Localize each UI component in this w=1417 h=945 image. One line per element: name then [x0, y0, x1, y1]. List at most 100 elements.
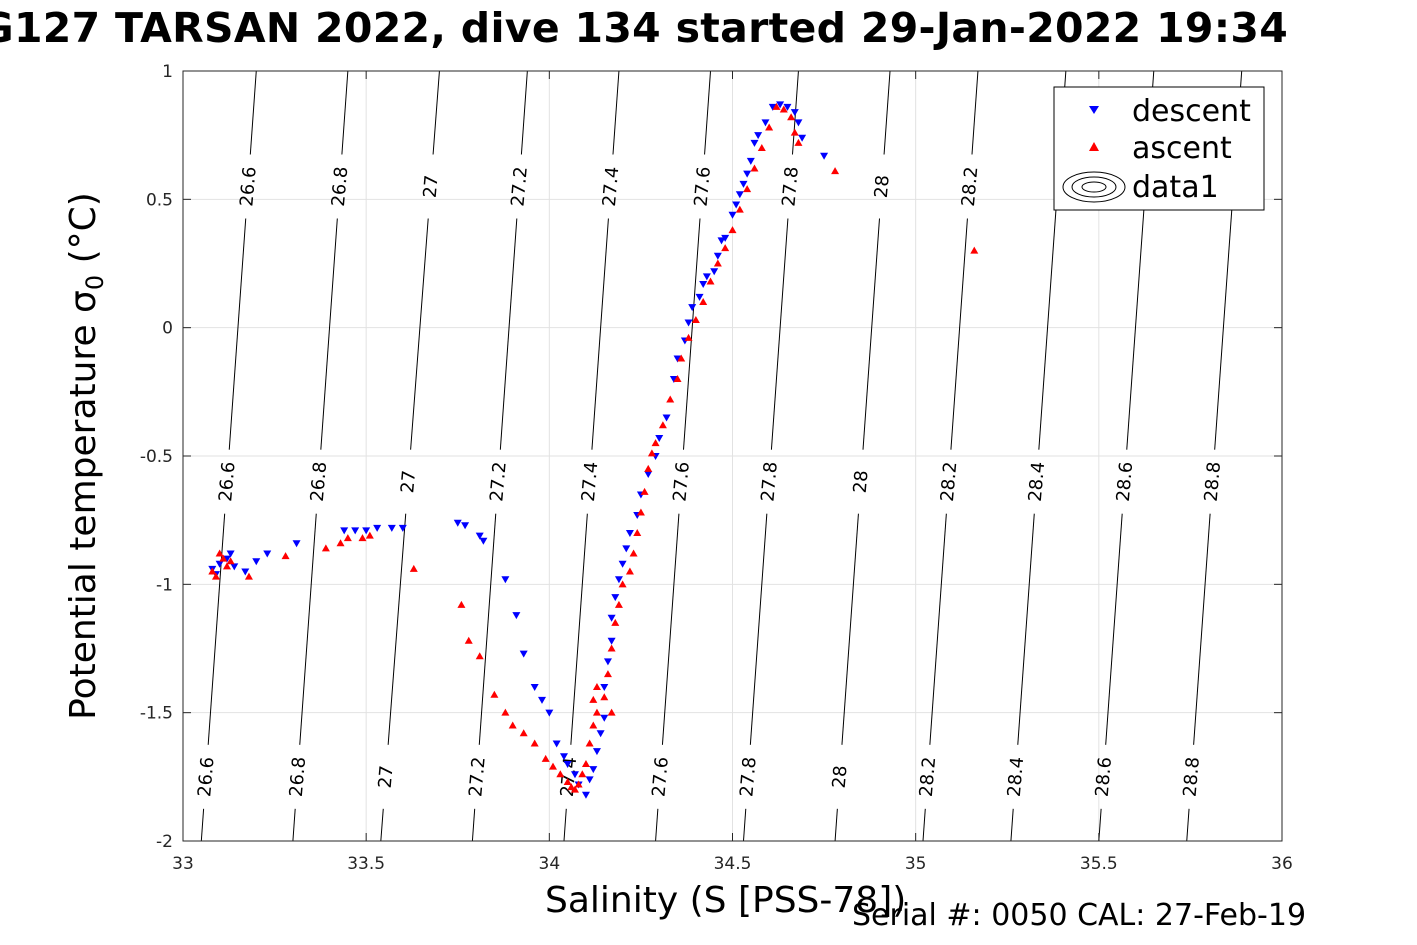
descent-point: [552, 740, 561, 748]
isopycnal-line: [1017, 513, 1035, 745]
axis-ticks: 33 33.5 34 34.5 35 35.5 36 -2 -1.5 -1 -0.5 0 0.5 1: [140, 62, 1293, 874]
ascent-point: [636, 508, 645, 516]
ascent-point: [409, 564, 418, 572]
ascent-point: [713, 259, 722, 267]
ascent-point: [677, 354, 686, 362]
ascent-point: [625, 567, 634, 575]
descent-point: [735, 191, 744, 199]
descent-point: [750, 139, 759, 147]
ascent-point: [548, 762, 557, 770]
isopycnal-line: [471, 808, 476, 842]
ascent-point: [618, 580, 627, 588]
y-tick-label: -2: [156, 832, 173, 852]
descent-point: [622, 545, 631, 553]
y-axis-label-symbol: σ: [62, 290, 104, 313]
ascent-point: [790, 128, 799, 136]
ascent-point: [607, 708, 616, 716]
descent-point: [362, 527, 371, 535]
isopycnal-label: 28.2: [916, 756, 940, 798]
ascent-point: [541, 754, 550, 762]
ascent-point: [735, 205, 744, 213]
descent-point: [570, 771, 579, 779]
x-tick-label: 34: [539, 854, 561, 874]
isopycnal-line: [432, 70, 440, 155]
descent-point: [215, 560, 224, 568]
ascent-point: [787, 113, 796, 121]
isopycnal-label: 27.6: [691, 166, 715, 208]
ascent-point: [651, 439, 660, 447]
descent-point: [340, 527, 349, 535]
ascent-point: [570, 785, 579, 793]
descent-point: [263, 550, 272, 558]
isopycnal-line: [320, 218, 338, 450]
ascent-point: [578, 770, 587, 778]
descent-point: [351, 527, 360, 535]
descent-point: [820, 152, 829, 160]
isopycnal-label: 28.6: [1092, 756, 1116, 798]
y-tick-label: -1: [156, 575, 173, 595]
legend-descent-marker: [1089, 106, 1099, 114]
y-axis-label-main: Potential temperature: [62, 324, 104, 720]
ascent-point: [757, 144, 766, 151]
isopycnal-line: [520, 70, 528, 155]
isopycnal-line: [228, 218, 247, 450]
ascent-point: [244, 572, 253, 580]
isopycnal-label: 27.8: [757, 461, 781, 503]
ascent-point: [743, 185, 752, 193]
descent-point: [596, 730, 605, 738]
descent-point: [222, 555, 231, 563]
descent-point: [754, 132, 763, 140]
isopycnal-label: 28.8: [1180, 756, 1204, 798]
descent-point: [710, 268, 719, 276]
isopycnal-line: [742, 808, 747, 842]
ascent-point: [585, 739, 594, 747]
isopycnal-label: 27: [420, 174, 443, 199]
isopycnal-line: [410, 218, 429, 450]
x-tick-label: 33.5: [347, 854, 385, 874]
isopycnal-line: [950, 218, 968, 450]
legend-contour-icon: [1062, 171, 1126, 203]
isopycnal-line: [704, 70, 712, 155]
isopycnal-label: 26.6: [236, 166, 260, 208]
isopycnal-label: 26.6: [215, 461, 239, 503]
ascent-point: [647, 449, 656, 457]
descent-point: [618, 560, 627, 568]
y-tick-label: -0.5: [140, 447, 173, 467]
descent-point: [479, 537, 488, 545]
isopycnal-line: [499, 218, 518, 450]
descent-point: [461, 522, 470, 530]
ascent-point: [611, 618, 620, 626]
isopycnal-label: 27: [397, 469, 420, 494]
ascent-point: [226, 557, 235, 565]
isopycnal-line: [387, 513, 407, 745]
isopycnal-line: [655, 808, 659, 842]
isopycnal-line: [682, 218, 701, 450]
descent-point: [655, 435, 664, 443]
descent-point: [530, 684, 539, 691]
isopycnal-line: [292, 808, 296, 842]
isopycnal-line: [929, 513, 947, 745]
ascent-point: [589, 721, 598, 729]
descent-point: [607, 637, 616, 645]
isopycnal-label: 28.2: [937, 461, 961, 503]
isopycnal-label: 27.2: [507, 166, 531, 208]
descent-point: [768, 103, 777, 111]
descent-point: [644, 470, 653, 478]
isopycnal-label: 27.2: [486, 461, 510, 503]
descent-point: [761, 119, 770, 127]
isopycnal-line: [834, 808, 838, 842]
isopycnal-label: 28.8: [1201, 461, 1225, 503]
descent-point: [728, 211, 737, 219]
ascent-point: [691, 315, 700, 323]
descent-point: [746, 157, 755, 165]
isopycnal-label: 27.6: [670, 461, 694, 503]
descent-point: [614, 576, 623, 584]
ascent-point: [794, 138, 803, 146]
isopycnal-line: [478, 513, 497, 745]
y-tick-label: 1: [162, 62, 173, 82]
descent-point: [625, 530, 634, 537]
ascent-point: [457, 600, 466, 608]
isopycnal-line: [249, 70, 257, 155]
ascent-point: [970, 246, 979, 254]
ascent-point: [321, 544, 330, 552]
